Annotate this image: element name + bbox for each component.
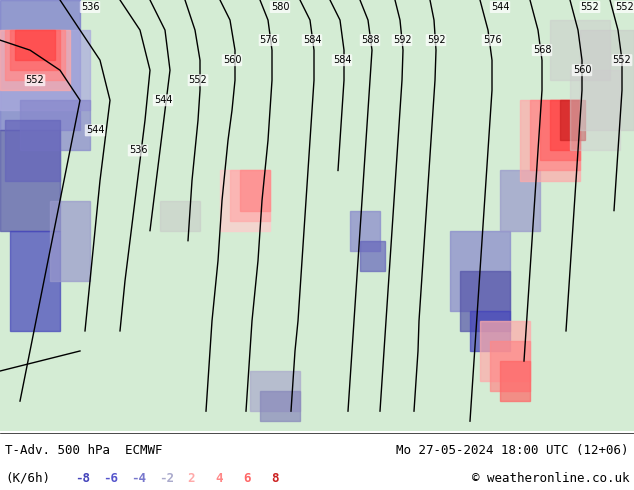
Text: -4: -4 xyxy=(131,472,146,485)
Text: 584: 584 xyxy=(333,55,351,65)
Bar xyxy=(490,341,530,391)
Bar xyxy=(0,30,90,110)
Bar xyxy=(480,321,530,381)
Text: 592: 592 xyxy=(392,35,411,45)
Bar xyxy=(550,100,580,150)
Bar xyxy=(5,121,60,180)
Bar xyxy=(230,171,270,220)
Text: (K/6h): (K/6h) xyxy=(5,472,50,485)
Text: 592: 592 xyxy=(427,35,445,45)
Text: 544: 544 xyxy=(154,95,172,105)
Bar xyxy=(560,100,585,141)
Bar xyxy=(220,171,270,231)
Text: 2: 2 xyxy=(187,472,195,485)
Bar xyxy=(0,130,60,231)
Text: 560: 560 xyxy=(573,65,592,75)
Text: Mo 27-05-2024 18:00 UTC (12+06): Mo 27-05-2024 18:00 UTC (12+06) xyxy=(396,444,629,457)
Text: 568: 568 xyxy=(533,45,551,55)
Text: © weatheronline.co.uk: © weatheronline.co.uk xyxy=(472,472,629,485)
Text: -6: -6 xyxy=(103,472,118,485)
Bar xyxy=(350,211,380,251)
Bar xyxy=(160,200,200,231)
Bar xyxy=(0,30,70,90)
Bar xyxy=(550,20,610,80)
Text: 560: 560 xyxy=(223,55,242,65)
Text: 544: 544 xyxy=(491,2,509,12)
Bar xyxy=(500,171,540,231)
Bar xyxy=(50,200,90,281)
Text: 4: 4 xyxy=(215,472,223,485)
Text: 584: 584 xyxy=(303,35,321,45)
Text: 552: 552 xyxy=(612,55,631,65)
Bar xyxy=(0,0,80,130)
Text: 580: 580 xyxy=(271,2,289,12)
Text: T-Adv. 500 hPa  ECMWF: T-Adv. 500 hPa ECMWF xyxy=(5,444,162,457)
Bar xyxy=(250,371,300,411)
Text: 552: 552 xyxy=(189,75,207,85)
Bar xyxy=(520,100,580,180)
Text: 552: 552 xyxy=(25,75,44,85)
Bar xyxy=(240,171,270,211)
Text: 536: 536 xyxy=(81,2,100,12)
Bar xyxy=(10,30,60,70)
Bar xyxy=(360,241,385,271)
Bar xyxy=(540,100,580,160)
Bar xyxy=(10,231,60,331)
Text: 576: 576 xyxy=(482,35,501,45)
Text: -2: -2 xyxy=(159,472,174,485)
Text: 576: 576 xyxy=(260,35,278,45)
Bar xyxy=(450,231,510,311)
Bar xyxy=(5,30,65,80)
Bar xyxy=(570,70,620,150)
Bar xyxy=(470,311,510,351)
Text: 8: 8 xyxy=(271,472,278,485)
Bar xyxy=(260,391,300,421)
Bar xyxy=(460,271,510,331)
Bar xyxy=(500,361,530,401)
Text: 552: 552 xyxy=(615,2,634,12)
Text: -8: -8 xyxy=(75,472,90,485)
Text: 552: 552 xyxy=(581,2,599,12)
Bar xyxy=(15,30,55,60)
Text: 6: 6 xyxy=(243,472,250,485)
Bar xyxy=(530,100,580,171)
Text: 536: 536 xyxy=(129,146,147,155)
Bar xyxy=(580,30,634,130)
Text: 544: 544 xyxy=(86,125,104,135)
Bar xyxy=(20,100,90,150)
Text: 588: 588 xyxy=(361,35,379,45)
